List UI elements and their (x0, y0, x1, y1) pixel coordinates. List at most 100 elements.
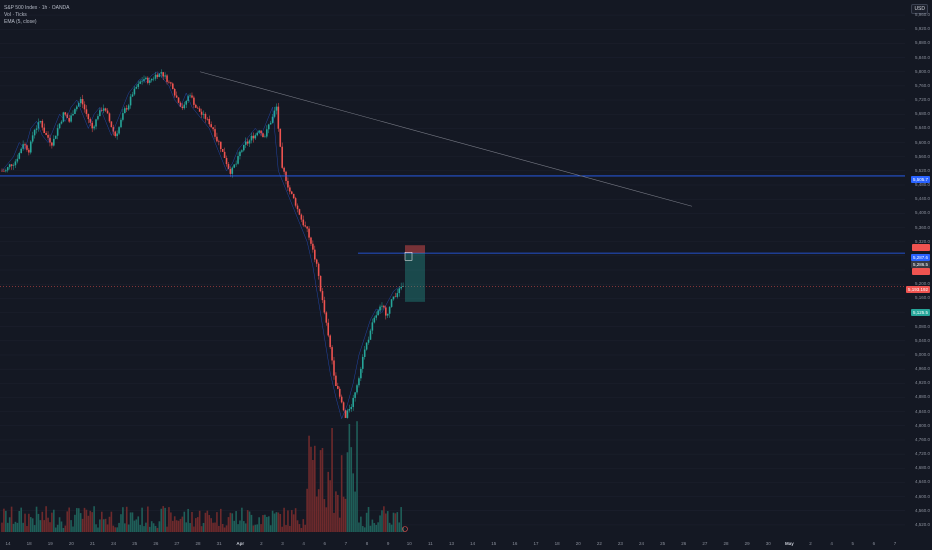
volume-bar (177, 520, 180, 532)
ema-indicator-label[interactable]: EMA (5, close) (4, 19, 37, 25)
candle-body (79, 99, 82, 104)
candle-body (68, 118, 70, 122)
volume-bar (31, 518, 34, 532)
volume-bar (141, 507, 143, 532)
volume-bar (319, 450, 322, 532)
volume-bar (179, 518, 182, 532)
candle-body (189, 95, 191, 97)
volume-bar (76, 508, 78, 532)
volume-bar (193, 526, 195, 532)
candle-body (120, 119, 122, 128)
volume-bar (350, 447, 353, 532)
volume-bar (120, 514, 122, 532)
candle-body (39, 120, 42, 123)
level-price-label: 5,287.6 (910, 254, 930, 261)
y-tick-label: 5,480.0 (914, 182, 930, 188)
candle-body (62, 112, 65, 122)
candle-body (118, 127, 120, 134)
candle-body (298, 209, 301, 215)
y-tick-label: 5,840.0 (914, 54, 930, 60)
x-tick-label: 30 (765, 541, 771, 546)
candle-body (317, 263, 320, 276)
volume-bar (369, 525, 372, 532)
volume-bar (150, 521, 153, 532)
volume-bar (306, 488, 308, 532)
volume-bar (338, 517, 341, 532)
volume-bar (200, 526, 203, 532)
candle-body (241, 150, 243, 152)
y-tick-label: 4,960.0 (914, 366, 930, 372)
x-tick-label: 25 (132, 541, 138, 546)
volume-bar (379, 515, 381, 532)
x-tick-label: 28 (723, 541, 729, 546)
candle-body (137, 83, 140, 87)
candle-body (179, 102, 182, 107)
x-tick-label: 25 (660, 541, 666, 546)
volume-bar (116, 527, 118, 532)
current-price-label: 5,193.192 (905, 286, 930, 293)
x-tick-label: 24 (111, 541, 117, 546)
candle-body (53, 138, 55, 146)
volume-bar (258, 517, 260, 532)
volume-bar (223, 527, 226, 532)
candle-body (271, 116, 274, 123)
candle-body (191, 95, 193, 98)
x-tick-label: 7 (344, 541, 348, 546)
volume-bar (342, 496, 345, 532)
candle-body (110, 121, 113, 128)
volume-bar (321, 447, 324, 532)
candle-body (356, 385, 358, 393)
volume-bar (95, 524, 97, 532)
volume-bar (87, 515, 90, 532)
volume-indicator-label[interactable]: Vol · Ticks (4, 12, 27, 18)
candle-body (74, 109, 76, 114)
y-tick-label: 4,640.0 (914, 479, 930, 485)
volume-bar (296, 520, 299, 532)
volume-bar (315, 496, 318, 532)
candle-body (108, 113, 111, 122)
candle-body (304, 225, 307, 227)
volume-bar (135, 519, 138, 532)
candle-body (206, 118, 209, 120)
candle-body (267, 124, 270, 130)
volume-bar (346, 452, 349, 532)
volume-bar (187, 508, 189, 532)
volume-bar (124, 523, 126, 532)
candle-body (266, 129, 268, 137)
stop-zone-label (912, 244, 930, 251)
x-tick-label: 27 (174, 541, 180, 546)
y-tick-label: 5,040.0 (914, 337, 930, 343)
currency-button[interactable]: USD (911, 4, 928, 14)
candle-body (221, 149, 224, 152)
symbol-title[interactable]: S&P 500 Index · 1h · OANDA (4, 5, 70, 11)
candle-body (76, 106, 78, 110)
candle-body (81, 99, 84, 105)
candle-body (338, 388, 341, 397)
candle-body (239, 151, 241, 157)
volume-bar (317, 489, 320, 532)
volume-bar (385, 513, 387, 532)
candle-body (306, 226, 308, 229)
y-tick-label: 4,560.0 (914, 507, 930, 513)
volume-bar (99, 519, 101, 532)
candle-body (300, 214, 303, 220)
x-tick-label: 6 (872, 541, 876, 546)
volume-bar (323, 499, 326, 532)
y-tick-label: 5,600.0 (914, 139, 930, 145)
candle-body (292, 193, 295, 199)
volume-bar (143, 526, 145, 532)
volume-bar (152, 523, 155, 532)
volume-bar (162, 506, 164, 532)
candle-body (315, 259, 318, 264)
volume-bar (100, 511, 103, 532)
volume-bar (390, 524, 393, 532)
candle-body (275, 106, 278, 111)
x-tick-label: 6 (323, 541, 327, 546)
candle-body (171, 83, 174, 89)
volume-bar (35, 506, 38, 532)
candle-body (327, 322, 330, 336)
candle-body (402, 286, 404, 287)
candle-body (166, 75, 168, 82)
volume-bar (181, 516, 184, 532)
